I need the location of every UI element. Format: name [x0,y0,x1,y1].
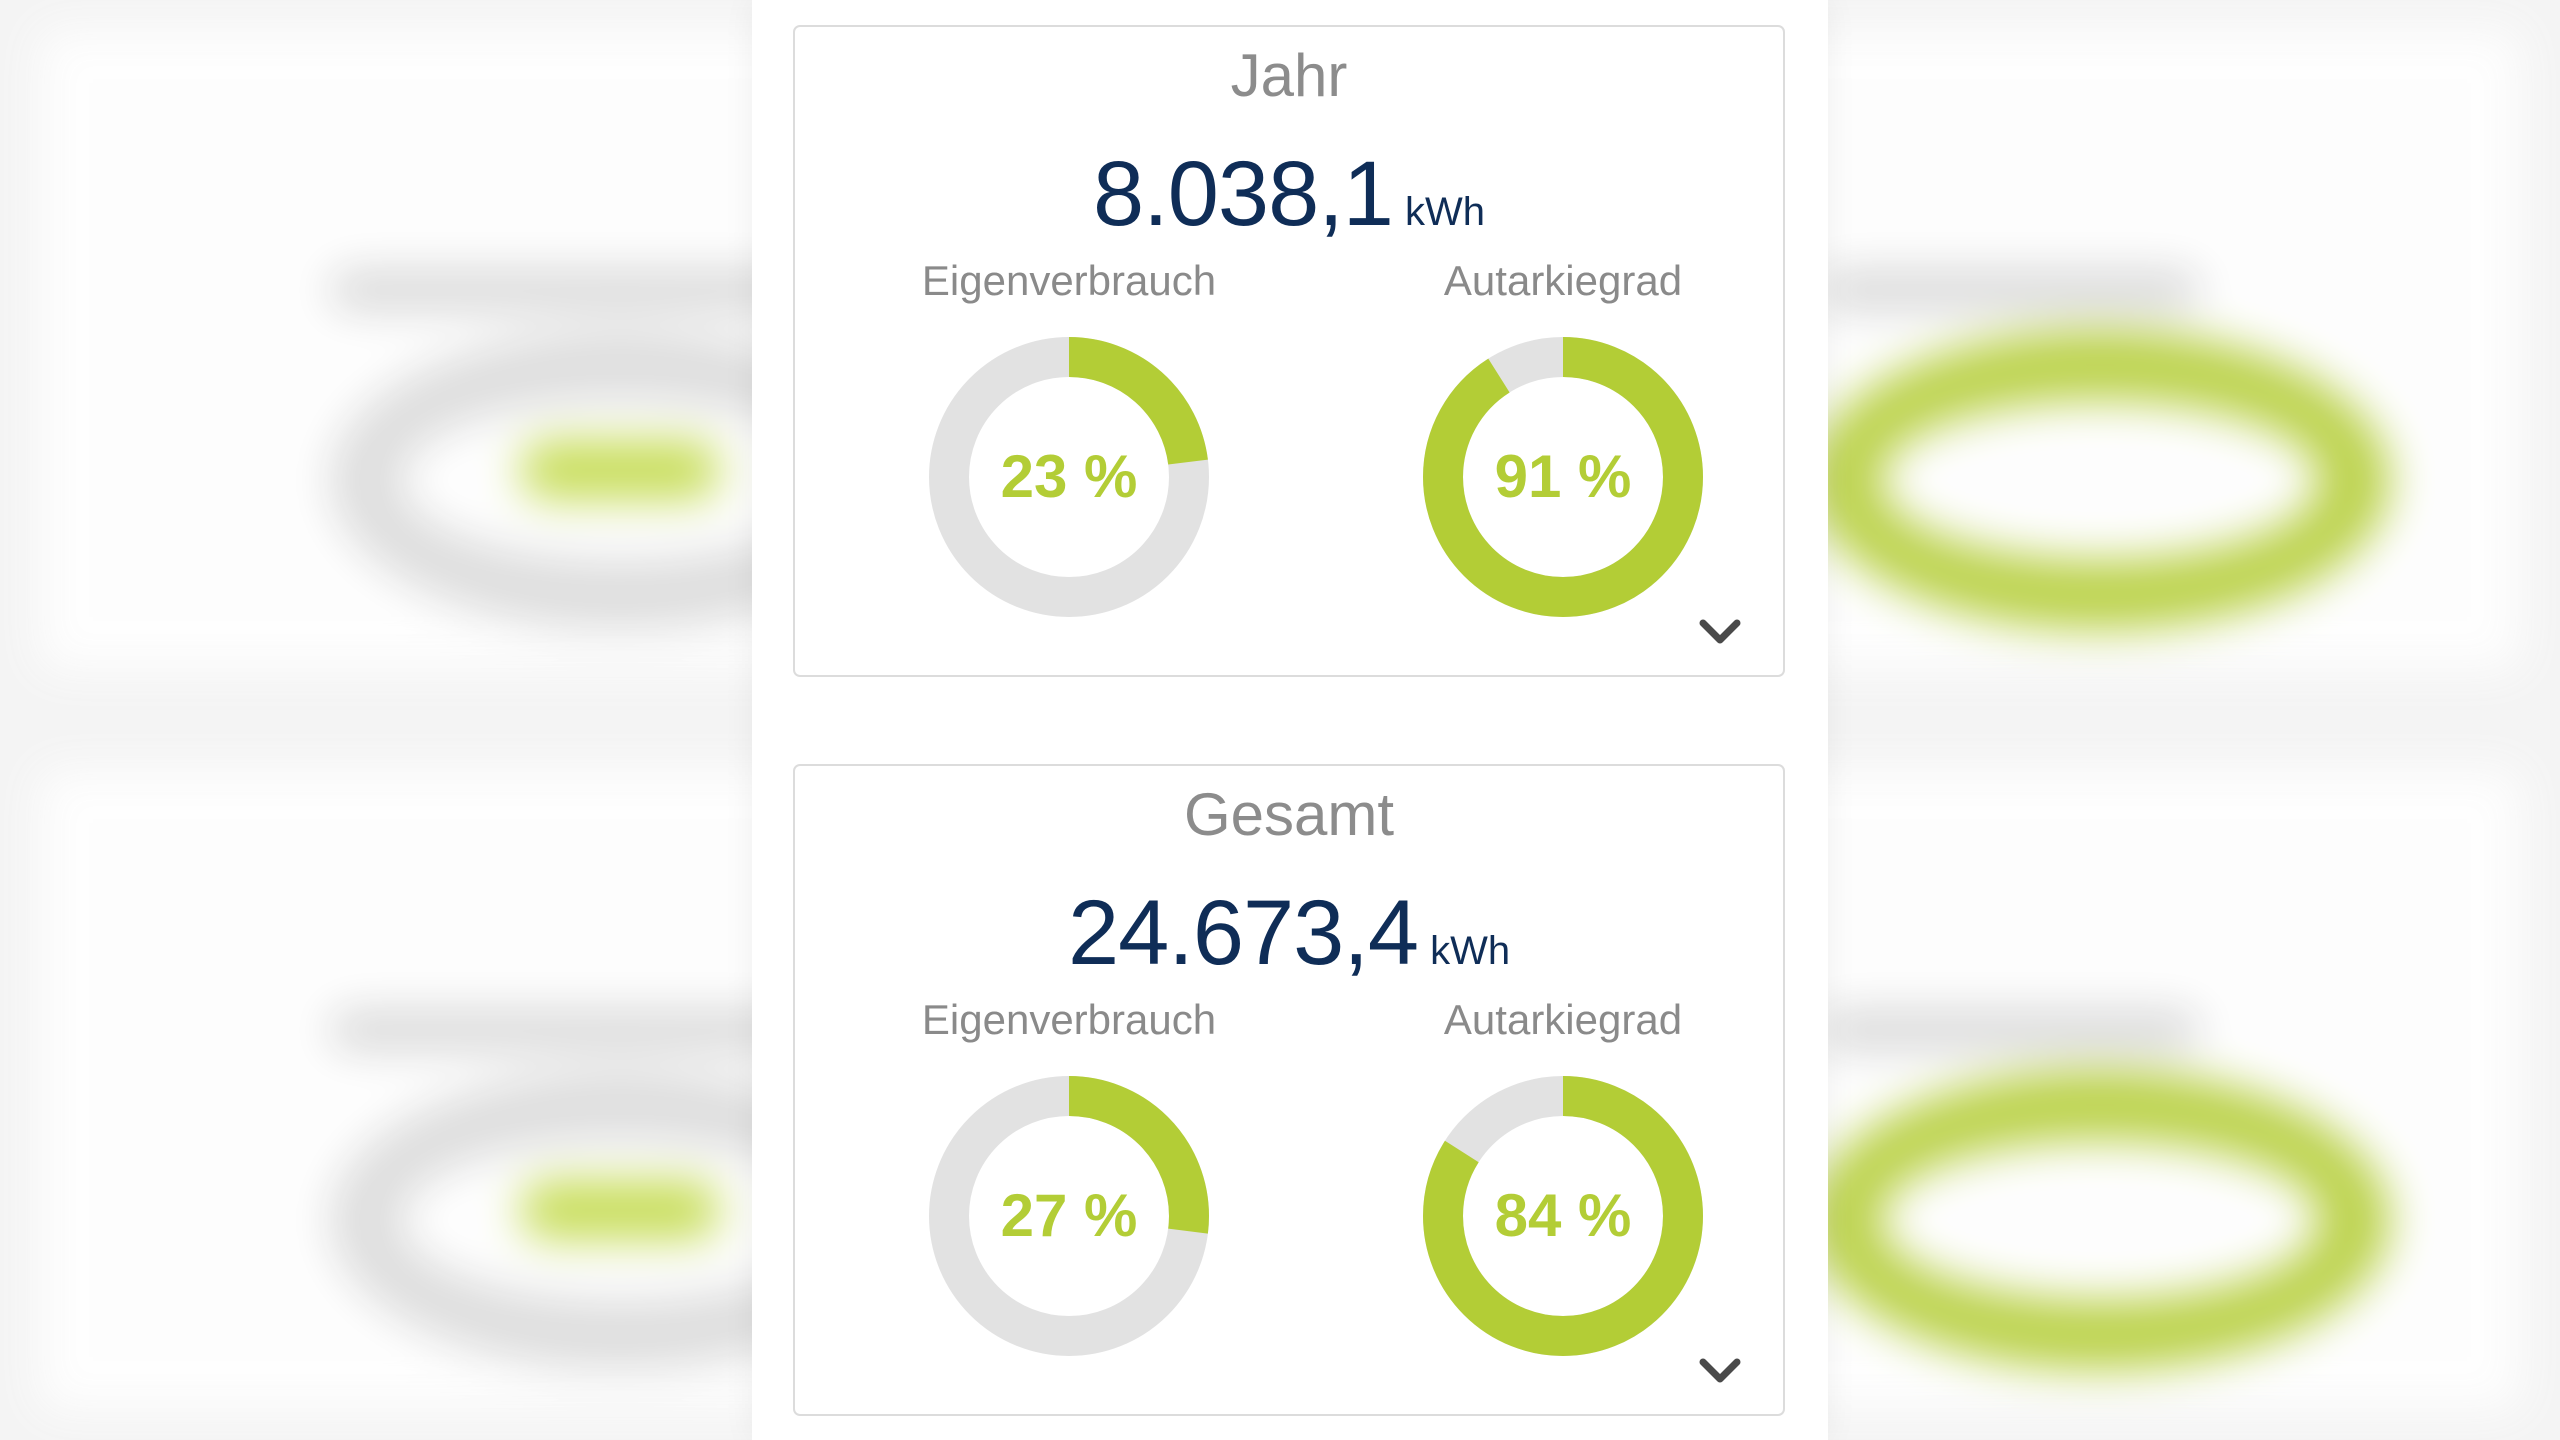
chevron-down-icon-svg [1699,619,1741,644]
background-text-blur [1820,1010,2200,1050]
metric-self-consumption: Eigenverbrauch 23 % [889,257,1249,617]
metric-label: Autarkiegrad [1443,996,1683,1043]
donut-value: 84 % [1494,1182,1632,1249]
energy-unit: kWh [1404,190,1485,234]
donut-arc [929,337,1209,617]
chevron-down-icon[interactable] [1695,1352,1745,1392]
donut-chart: 91 % [1423,337,1703,617]
donut-value: 91 % [1494,443,1632,510]
donut-svg [929,1076,1209,1356]
donut-svg [929,337,1209,617]
donut-chart: 27 % [929,1076,1209,1356]
background-value-blur [520,440,720,500]
donut-arc [929,1076,1209,1356]
chevron-down-icon-svg [1699,1358,1741,1383]
background-ring [1810,1070,2390,1370]
card-title: Gesamt [1183,781,1395,848]
energy-value: 8.038,1 [1093,143,1394,245]
donut-chart: 23 % [929,337,1209,617]
metric-label: Autarkiegrad [1443,257,1683,304]
energy-total: 8.038,1 kWh [795,142,1783,247]
phone-screen: Jahr 8.038,1 kWh Eigenverbrauch 23 % Auta… [752,0,1828,1440]
energy-value: 24.673,4 [1067,882,1419,984]
background-value-blur [520,1180,720,1240]
metric-self-sufficiency: Autarkiegrad 84 % [1383,996,1743,1356]
donut-arc [1423,1076,1703,1356]
background-text-blur [330,270,830,310]
metric-self-consumption: Eigenverbrauch 27 % [889,996,1249,1356]
metric-self-sufficiency: Autarkiegrad 91 % [1383,257,1743,617]
donut-svg [1423,1076,1703,1356]
energy-card-total: Gesamt 24.673,4 kWh Eigenverbrauch 27 % A… [793,764,1785,1416]
card-title: Jahr [1230,42,1348,109]
chevron-down-icon[interactable] [1695,613,1745,653]
donut-value: 23 % [1000,443,1138,510]
donut-svg [1423,337,1703,617]
donut-arc [1423,337,1703,617]
energy-unit: kWh [1430,929,1511,973]
background-text-blur [1820,270,2200,310]
energy-card-year: Jahr 8.038,1 kWh Eigenverbrauch 23 % Auta… [793,25,1785,677]
background-ring [1810,330,2390,630]
energy-total: 24.673,4 kWh [795,881,1783,986]
donut-chart: 84 % [1423,1076,1703,1356]
donut-value: 27 % [1000,1182,1138,1249]
metric-label: Eigenverbrauch [921,257,1217,304]
background-text-blur [330,1010,830,1050]
metric-label: Eigenverbrauch [921,996,1217,1043]
